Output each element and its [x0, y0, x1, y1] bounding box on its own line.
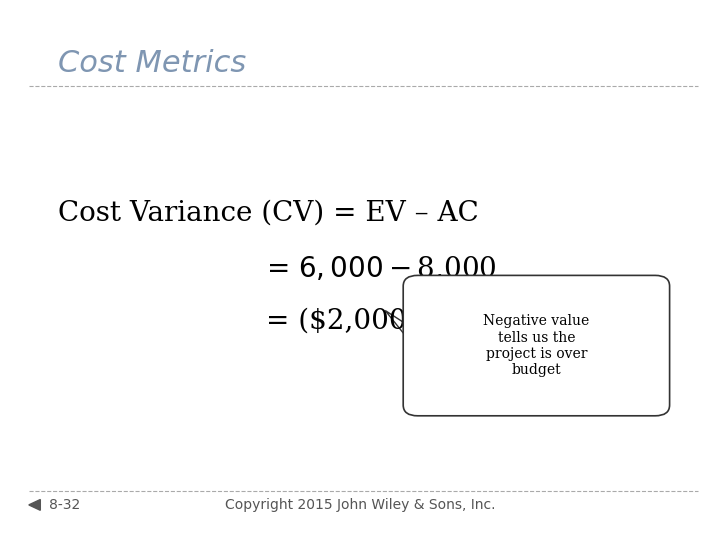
- Polygon shape: [385, 310, 425, 360]
- Polygon shape: [29, 500, 40, 510]
- Text: Cost Variance (CV) = EV – AC: Cost Variance (CV) = EV – AC: [58, 200, 478, 227]
- Text: = ($2,000): = ($2,000): [266, 308, 418, 335]
- Text: 8-32: 8-32: [49, 498, 80, 512]
- Text: = $6,000 - $8,000: = $6,000 - $8,000: [266, 254, 497, 282]
- FancyBboxPatch shape: [403, 275, 670, 416]
- Text: Cost Metrics: Cost Metrics: [58, 49, 246, 78]
- Text: Negative value
tells us the
project is over
budget: Negative value tells us the project is o…: [483, 314, 590, 377]
- Text: Copyright 2015 John Wiley & Sons, Inc.: Copyright 2015 John Wiley & Sons, Inc.: [225, 498, 495, 512]
